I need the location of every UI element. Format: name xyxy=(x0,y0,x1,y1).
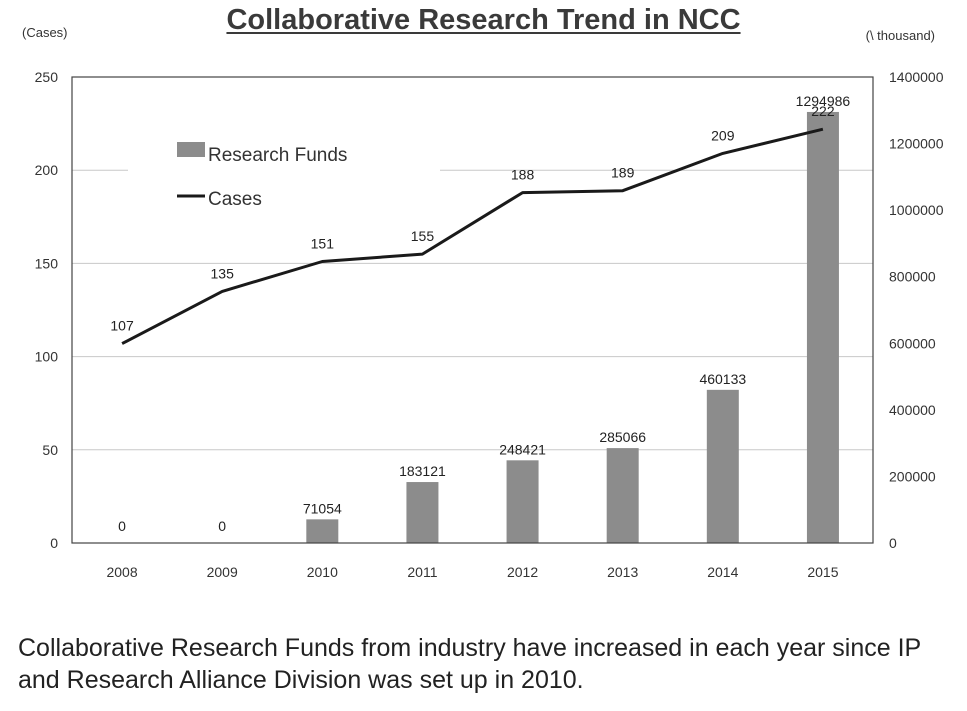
right-axis-tick-label: 200000 xyxy=(889,468,936,484)
left-axis-tick-label: 200 xyxy=(35,162,59,178)
right-axis-tick-label: 600000 xyxy=(889,335,936,351)
x-axis-ticks: 2008 2009 2010 2011 2012 2013 2014 2015 xyxy=(106,564,838,580)
left-axis-unit: (Cases) xyxy=(22,25,68,40)
bar-data-label: 0 xyxy=(218,518,226,534)
line-data-label: 209 xyxy=(711,127,735,143)
line-data-label: 135 xyxy=(211,265,235,281)
caption: Collaborative Research Funds from indust… xyxy=(18,634,921,694)
plot-frame xyxy=(71,76,874,544)
line-data-label: 222 xyxy=(811,103,835,119)
x-axis-tick-label: 2013 xyxy=(607,564,638,580)
bar-research-funds xyxy=(506,460,539,543)
line-series-cases xyxy=(121,127,824,345)
right-axis-tick-label: 1000000 xyxy=(889,202,944,218)
line-data-labels: 107 135 151 155 188 189 209 222 xyxy=(110,103,834,333)
legend-label-research-funds: Research Funds xyxy=(208,145,347,166)
x-axis-tick-label: 2015 xyxy=(807,564,838,580)
legend: Research Funds Cases xyxy=(128,142,440,216)
bar-data-label: 1294986 xyxy=(796,93,851,109)
bar-data-label: 460133 xyxy=(699,371,746,387)
bar-research-funds xyxy=(306,519,339,543)
bar-data-label: 71054 xyxy=(303,500,342,516)
bar-research-funds xyxy=(806,111,839,544)
left-axis-tick-label: 50 xyxy=(42,442,58,458)
line-data-label: 189 xyxy=(611,165,635,181)
x-axis-tick-label: 2011 xyxy=(407,564,437,580)
left-axis-tick-label: 0 xyxy=(50,535,58,551)
right-axis-tick-label: 400000 xyxy=(889,402,936,418)
bar-research-funds xyxy=(606,448,639,543)
bar-data-labels: 0 0 71054 183121 248421 285066 460133 1294986 xyxy=(118,93,850,534)
line-data-label: 107 xyxy=(110,318,134,334)
line-data-label: 151 xyxy=(311,236,335,252)
bar-series-research-funds xyxy=(306,111,839,544)
right-axis-tick-label: 0 xyxy=(889,535,897,551)
x-axis-tick-label: 2012 xyxy=(507,564,538,580)
chart-title: Collaborative Research Trend in NCC xyxy=(226,4,741,36)
bar-data-label: 285066 xyxy=(599,429,646,445)
right-axis-unit: (\ thousand) xyxy=(866,28,935,43)
bar-research-funds xyxy=(406,482,439,543)
left-axis-tick-label: 100 xyxy=(35,349,59,365)
legend-swatch-research-funds xyxy=(177,142,205,157)
x-axis-tick-label: 2009 xyxy=(207,564,238,580)
bar-data-label: 248421 xyxy=(499,441,546,457)
line-data-label: 155 xyxy=(411,228,435,244)
chart: (Cases) (\ thousand) 0 0 71054 183121 248421… xyxy=(22,25,944,580)
legend-label-cases: Cases xyxy=(208,189,262,210)
left-axis-tick-label: 250 xyxy=(35,69,59,85)
bar-data-label: 0 xyxy=(118,518,126,534)
right-axis-tick-label: 1400000 xyxy=(889,69,944,85)
right-axis-tick-label: 800000 xyxy=(889,269,936,285)
right-axis-ticks: 0 200000 400000 600000 800000 1000000 1200000 1… xyxy=(889,69,944,551)
x-axis-tick-label: 2010 xyxy=(307,564,338,580)
left-axis-ticks: 0 50 100 150 200 250 xyxy=(35,69,59,551)
x-axis-tick-label: 2014 xyxy=(707,564,738,580)
line-data-label: 188 xyxy=(511,167,535,183)
bar-research-funds xyxy=(706,389,739,543)
right-axis-tick-label: 1200000 xyxy=(889,136,944,152)
left-axis-tick-label: 150 xyxy=(35,255,59,271)
x-axis-tick-label: 2008 xyxy=(106,564,137,580)
bar-data-label: 183121 xyxy=(399,463,446,479)
